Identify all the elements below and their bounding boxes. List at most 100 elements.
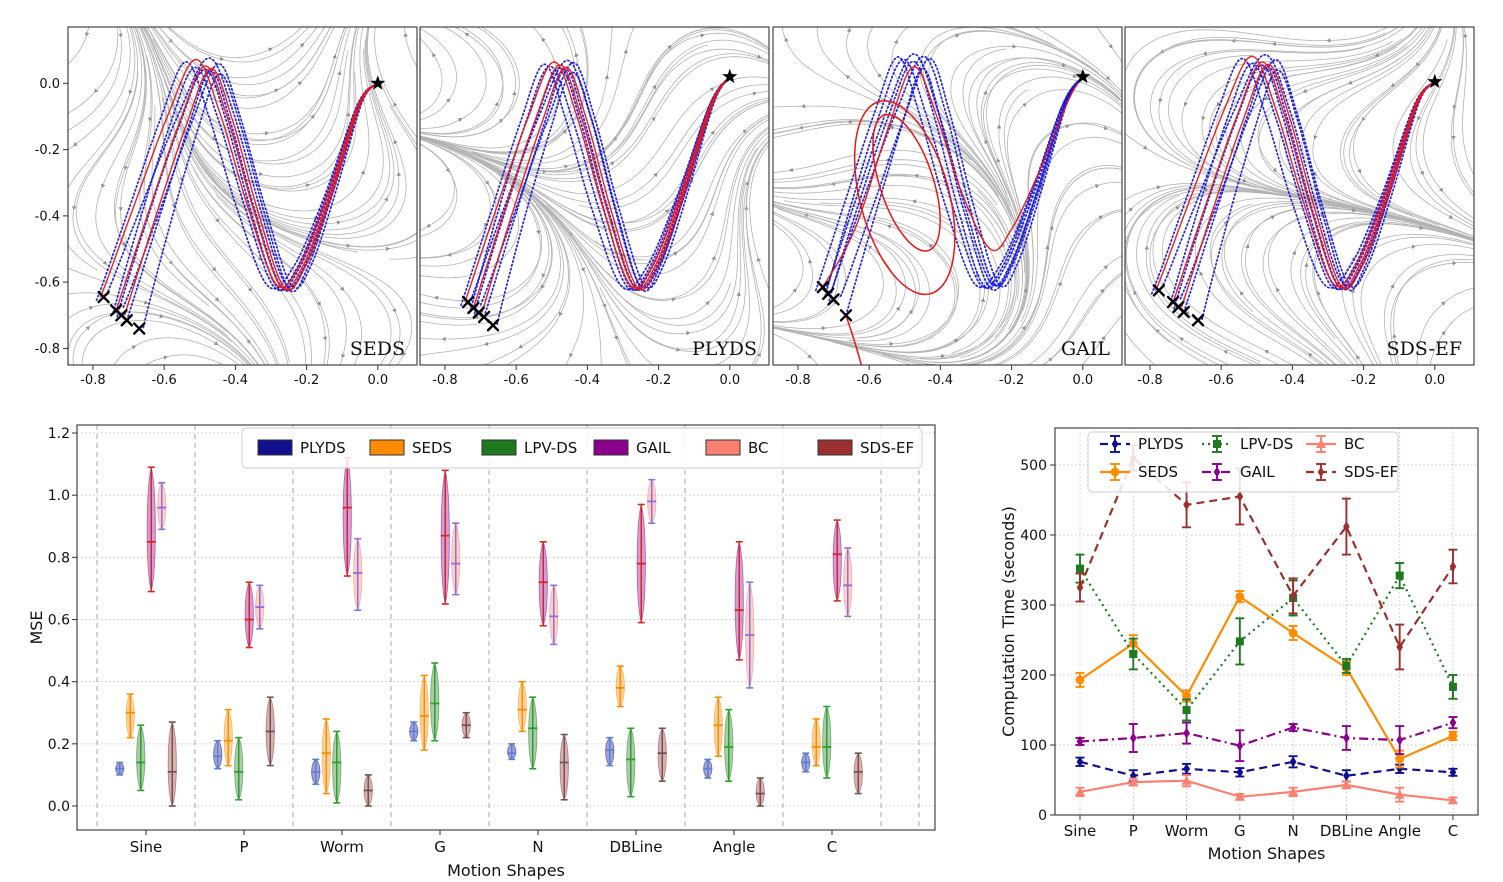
start-x-icon (1177, 305, 1191, 319)
streamline-arrow-icon (94, 88, 99, 93)
streamline-arrow-icon (118, 33, 123, 38)
line-series-bc (1075, 774, 1458, 805)
streamline-arrow-icon (131, 345, 137, 350)
streamline-arrow-icon (1144, 245, 1150, 250)
demonstration-trajectory (828, 60, 1084, 302)
streamline-arrow-icon (541, 284, 546, 289)
streamline-arrow-icon (85, 32, 90, 37)
marker-triangle-icon (1288, 786, 1299, 796)
streamline (1352, 236, 1475, 365)
streamline (197, 27, 395, 231)
streamline-arrow-icon (895, 306, 900, 311)
streamline-arrow-icon (954, 33, 960, 38)
streamline (81, 319, 246, 365)
start-x-icon (133, 322, 146, 335)
marker-square-icon (1342, 661, 1351, 670)
legend-label-sds-ef: SDS-EF (860, 439, 914, 457)
streamline-arrow-icon (792, 288, 797, 293)
streamline-arrow-icon (1044, 245, 1050, 250)
streamline-arrow-icon (1411, 244, 1417, 250)
streamline (1224, 202, 1374, 365)
streamline (1149, 191, 1398, 363)
streamline-arrow-icon (877, 73, 882, 78)
violin-series-plyds (115, 721, 811, 786)
streamline-arrow-icon (214, 297, 220, 302)
streamline-arrow-icon (1185, 311, 1190, 316)
marker-diamond-icon (1183, 727, 1190, 739)
streamline-arrow-icon (123, 165, 129, 171)
streamline (190, 27, 358, 188)
streamline (140, 27, 290, 363)
x-tick-label: -0.6 (151, 373, 176, 388)
streamline-arrow-icon (1352, 207, 1357, 213)
streamline-arrow-icon (1357, 168, 1362, 174)
target-star-icon (1074, 68, 1091, 84)
streamline-arrow-icon (1292, 250, 1297, 255)
streamline-arrow-icon (1242, 178, 1248, 183)
streamline-arrow-icon (581, 267, 586, 272)
x-tick-label: P (239, 838, 248, 856)
demonstrations-layer (814, 53, 1084, 317)
streamline (905, 315, 1122, 365)
streamline (1392, 39, 1475, 230)
streamline (178, 104, 417, 248)
streamline-arrow-icon (339, 286, 345, 291)
marker-square-icon (1129, 650, 1138, 658)
streamline-arrow-icon (396, 171, 401, 176)
streamline (535, 76, 770, 195)
streamline (485, 116, 770, 264)
streamline (772, 219, 813, 315)
streamline-arrow-icon (996, 158, 1001, 163)
streamline (151, 105, 270, 365)
x-tick-label: -0.8 (433, 373, 458, 388)
panel-frame (419, 26, 770, 366)
line-legend: PLYDS SEDS LPV-DS GAIL BC SDS-EF (1087, 431, 1399, 493)
marker-circle-icon (1288, 628, 1298, 638)
streamline (68, 27, 119, 114)
streamline (427, 27, 581, 154)
streamline-arrow-icon (1100, 335, 1106, 341)
streamline-arrow-icon (893, 39, 898, 45)
marker-diamond-icon (1449, 766, 1457, 778)
demonstration-trajectory (480, 61, 732, 306)
streamline-arrow-icon (143, 300, 149, 305)
marker-diamond-icon (1317, 466, 1325, 478)
streamline (153, 67, 280, 365)
demonstration-trajectory (112, 66, 379, 314)
x-tick-label: -0.6 (504, 373, 529, 388)
streamline (1133, 27, 1399, 142)
marker-triangle-icon (1447, 795, 1458, 805)
marker-square-icon (1235, 637, 1244, 646)
computation-time-chart: 0 100 200 300 400 500 Sine P Worm G N DBLine Angle C M… (999, 427, 1479, 863)
reproduction-trajectory (1155, 55, 1436, 291)
streamline (1162, 199, 1294, 365)
streamline (1300, 222, 1475, 339)
streamline-arrow-icon (297, 81, 302, 86)
streamlines-layer (772, 27, 1122, 365)
streamline-arrow-icon (258, 171, 264, 177)
reproduction-trajectory (473, 64, 731, 309)
streamline (579, 91, 770, 210)
x-tick-label: 0.0 (720, 373, 741, 388)
streamlines-layer (1125, 27, 1475, 365)
violin-series-lpv-ds (136, 661, 832, 804)
y-tick-label: 0.0 (48, 799, 70, 815)
x-tick-label: -0.4 (575, 373, 600, 388)
demonstration-trajectory (122, 62, 379, 308)
x-tick-label: G (434, 838, 446, 856)
streamline-arrow-icon (1270, 215, 1276, 220)
series-line (1079, 721, 1454, 747)
streamline (140, 27, 307, 365)
streamline-arrow-icon (1216, 101, 1222, 107)
streamline-arrow-icon (402, 351, 407, 357)
streamline-arrow-icon (610, 161, 615, 166)
streamline (988, 181, 1122, 362)
streamline-arrow-icon (1313, 135, 1318, 140)
streamline-arrow-icon (1199, 271, 1204, 276)
plot-area (1125, 27, 1475, 365)
y-axis-label: MSE (27, 610, 46, 644)
streamline (1453, 27, 1475, 194)
streamline (772, 222, 804, 308)
streamline-arrow-icon (1098, 215, 1103, 220)
panel-frame (67, 26, 418, 366)
